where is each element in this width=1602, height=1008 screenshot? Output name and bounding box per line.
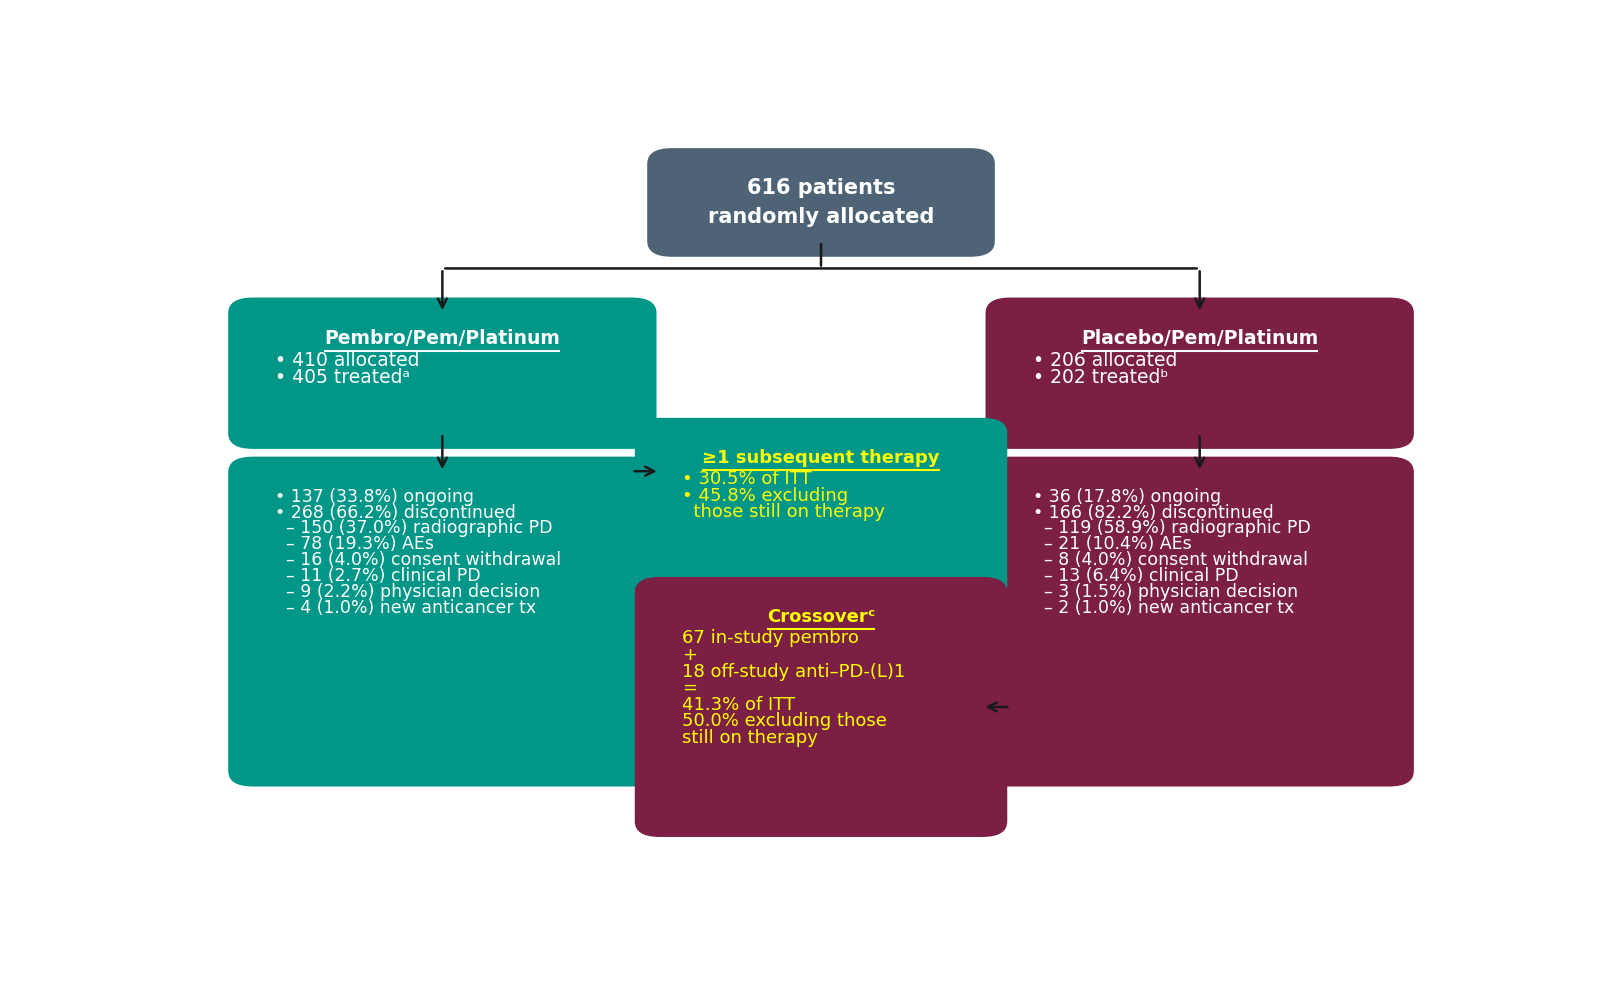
FancyBboxPatch shape xyxy=(634,418,1008,600)
Text: – 150 (37.0%) radiographic PD: – 150 (37.0%) radiographic PD xyxy=(276,519,553,537)
Text: – 119 (58.9%) radiographic PD: – 119 (58.9%) radiographic PD xyxy=(1033,519,1310,537)
Text: • 206 allocated: • 206 allocated xyxy=(1033,351,1177,370)
FancyBboxPatch shape xyxy=(227,297,657,449)
Text: Crossoverᶜ: Crossoverᶜ xyxy=(767,608,875,626)
Text: – 11 (2.7%) clinical PD: – 11 (2.7%) clinical PD xyxy=(276,568,481,585)
Text: • 410 allocated: • 410 allocated xyxy=(276,351,420,370)
Text: 50.0% excluding those: 50.0% excluding those xyxy=(682,712,888,730)
Text: – 9 (2.2%) physician decision: – 9 (2.2%) physician decision xyxy=(276,583,540,601)
Text: – 16 (4.0%) consent withdrawal: – 16 (4.0%) consent withdrawal xyxy=(276,551,561,570)
Text: Pembro/Pem/Platinum: Pembro/Pem/Platinum xyxy=(325,329,561,348)
FancyBboxPatch shape xyxy=(227,457,657,786)
Text: – 13 (6.4%) clinical PD: – 13 (6.4%) clinical PD xyxy=(1033,568,1238,585)
Text: – 4 (1.0%) new anticancer tx: – 4 (1.0%) new anticancer tx xyxy=(276,599,537,617)
Text: =: = xyxy=(682,679,697,697)
FancyBboxPatch shape xyxy=(985,457,1415,786)
Text: still on therapy: still on therapy xyxy=(682,729,819,747)
Text: • 405 treatedᵃ: • 405 treatedᵃ xyxy=(276,368,410,387)
Text: • 45.8% excluding: • 45.8% excluding xyxy=(682,487,847,505)
Text: • 30.5% of ITT: • 30.5% of ITT xyxy=(682,471,812,488)
Text: • 137 (33.8%) ongoing: • 137 (33.8%) ongoing xyxy=(276,488,474,506)
Text: 616 patients
randomly allocated: 616 patients randomly allocated xyxy=(708,178,934,227)
Text: 67 in-study pembro: 67 in-study pembro xyxy=(682,629,859,647)
Text: • 202 treatedᵇ: • 202 treatedᵇ xyxy=(1033,368,1168,387)
Text: – 78 (19.3%) AEs: – 78 (19.3%) AEs xyxy=(276,535,434,553)
Text: ≥1 subsequent therapy: ≥1 subsequent therapy xyxy=(702,449,940,467)
Text: – 2 (1.0%) new anticancer tx: – 2 (1.0%) new anticancer tx xyxy=(1033,599,1294,617)
Text: Placebo/Pem/Platinum: Placebo/Pem/Platinum xyxy=(1081,329,1318,348)
Text: 18 off-study anti–PD-(L)1: 18 off-study anti–PD-(L)1 xyxy=(682,662,905,680)
Text: • 166 (82.2%) discontinued: • 166 (82.2%) discontinued xyxy=(1033,504,1274,521)
Text: those still on therapy: those still on therapy xyxy=(682,503,884,521)
Text: • 36 (17.8%) ongoing: • 36 (17.8%) ongoing xyxy=(1033,488,1221,506)
FancyBboxPatch shape xyxy=(985,297,1415,449)
Text: – 21 (10.4%) AEs: – 21 (10.4%) AEs xyxy=(1033,535,1192,553)
FancyBboxPatch shape xyxy=(647,148,995,257)
Text: 41.3% of ITT: 41.3% of ITT xyxy=(682,696,795,714)
Text: – 8 (4.0%) consent withdrawal: – 8 (4.0%) consent withdrawal xyxy=(1033,551,1307,570)
FancyBboxPatch shape xyxy=(634,577,1008,837)
Text: – 3 (1.5%) physician decision: – 3 (1.5%) physician decision xyxy=(1033,583,1298,601)
Text: +: + xyxy=(682,646,697,664)
Text: • 268 (66.2%) discontinued: • 268 (66.2%) discontinued xyxy=(276,504,516,521)
